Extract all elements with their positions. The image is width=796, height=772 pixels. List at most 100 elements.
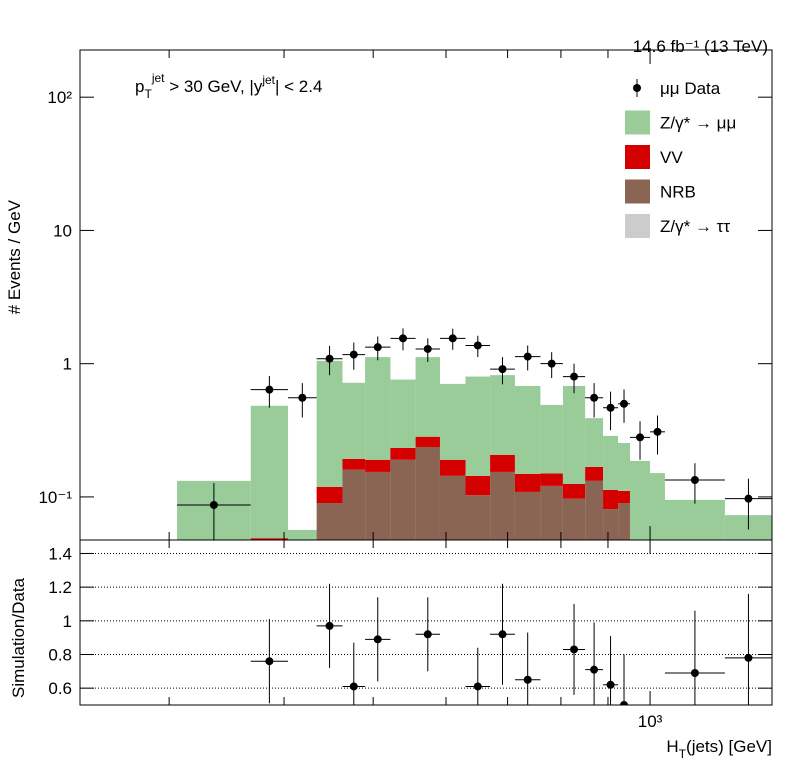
legend-label: NRB [660,183,696,202]
ratio-point [664,610,725,705]
bar-segment [514,491,541,540]
bar-segment [629,461,651,540]
bar-segment [490,471,515,540]
bar-segment [562,385,586,485]
bar-segment [415,446,440,540]
y-tick-label: 10 [53,221,72,240]
bar-segment [250,405,289,539]
bar-segment [664,499,725,540]
legend-swatch [625,145,650,169]
marker [298,393,307,402]
bar-segment [342,458,366,470]
marker [265,657,274,666]
y-label: # Events / GeV [5,199,24,314]
data-point [490,357,515,385]
legend-label: Z/γ* → ττ [660,217,730,236]
ratio-point [342,642,366,705]
data-point [342,342,366,370]
ratio-frame [79,539,773,706]
bar-segment [514,473,541,492]
legend-swatch [625,214,650,238]
ratio-points [250,583,772,705]
ratio-tick-label: 0.8 [48,645,72,664]
bar-segment [415,357,440,437]
bar-segment [439,459,466,476]
x-tick-label: 10³ [638,712,663,731]
ratio-point [514,632,541,705]
marker [523,675,532,684]
marker [690,669,699,678]
data-point [603,391,619,431]
marker [570,645,579,654]
marker [547,359,556,368]
legend-label: μμ Data [660,79,721,98]
ratio-point [490,583,515,685]
bar-segment [585,480,604,540]
marker [349,682,358,691]
marker [606,403,615,412]
marker [606,680,615,689]
legend-label: VV [660,148,683,167]
annotation: pTjet > 30 GeV, |yjet| < 2.4 [135,71,322,101]
bar-segment [365,357,391,460]
ratio-point [585,622,604,705]
ratio-tick-label: 0.6 [48,679,72,698]
data-point [439,328,466,350]
marker [209,500,218,509]
bar-segment [365,471,391,540]
data-point [390,328,416,351]
bar-segment [250,538,289,540]
bar-segment [390,379,416,448]
marker [349,350,358,359]
bar-segment [603,435,619,490]
legend-swatch [625,179,650,204]
bar-segment [316,486,343,504]
bar-segment [288,529,317,540]
data-point [415,338,440,362]
bar-segment [342,382,366,459]
ratio-tick-label: 1.4 [48,544,72,563]
bar-segment [439,475,466,540]
bar-segment [439,383,466,460]
marker [325,354,334,363]
legend-swatch [625,110,650,135]
bar-segment [490,375,515,455]
bar-segment [316,503,343,540]
bar-segment [618,503,630,540]
ratio-point [365,597,391,682]
y-tick-label: 10² [47,88,72,107]
marker [423,344,432,353]
bar-segment [514,385,541,474]
ratio-tick-label: 1 [63,612,72,631]
marker [473,682,482,691]
marker [620,701,629,705]
data-point [618,389,630,423]
data-point [650,415,665,455]
marker [570,372,579,381]
data-point [365,336,391,361]
bar-segment [490,454,515,472]
ratio-tick-label: 1.2 [48,578,72,597]
data-point [562,363,586,394]
ratio-point [562,603,586,695]
data-point [724,478,772,530]
marker [498,630,507,639]
marker [523,352,532,361]
bar-segment [316,360,343,487]
data-point [288,383,317,418]
ratio-point [250,619,289,704]
y-tick-label: 1 [63,355,72,374]
marker [448,334,457,343]
marker [590,393,599,402]
marker [398,334,407,343]
marker [620,399,629,408]
data-point [177,483,251,541]
bar-segment [603,489,619,510]
bar-segment [562,498,586,540]
bar-segment [585,466,604,481]
bar-segment [342,469,366,540]
ratio-point [465,647,491,705]
marker [325,621,334,630]
data-point [540,352,563,379]
